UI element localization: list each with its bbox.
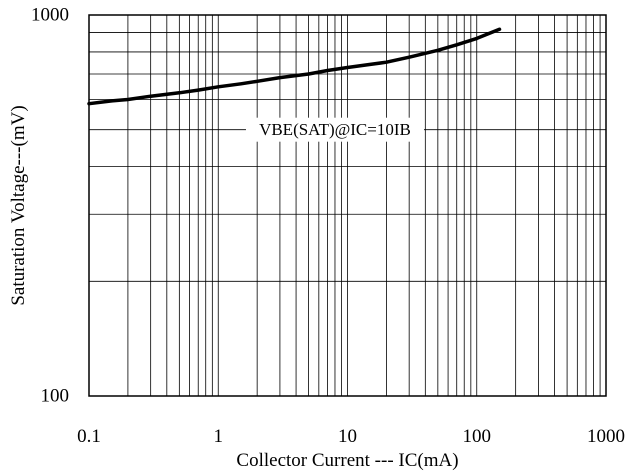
x-tick-label: 100	[463, 426, 492, 447]
y-axis-label: Saturation Voltage---(mV)	[8, 105, 29, 305]
x-tick-label: 0.1	[77, 426, 101, 447]
x-tick-label: 1	[214, 426, 224, 447]
x-axis-label: Collector Current --- IC(mA)	[236, 450, 458, 471]
annotation-background	[245, 117, 424, 142]
series-line	[87, 27, 502, 106]
y-tick-labels: 100 1000	[31, 5, 69, 407]
grid-lines	[89, 15, 606, 396]
annotation-group: VBE(SAT)@IC=10IB	[245, 117, 424, 142]
annotation-label: VBE(SAT)@IC=10IB	[259, 120, 411, 139]
series-group	[87, 27, 502, 106]
x-tick-label: 1000	[587, 426, 625, 447]
x-tick-labels: 0.1 1 10 100 1000	[77, 426, 625, 447]
y-tick-label: 100	[41, 386, 70, 407]
x-tick-label: 10	[338, 426, 357, 447]
plot-frame	[88, 14, 607, 397]
y-tick-label: 1000	[31, 5, 69, 26]
